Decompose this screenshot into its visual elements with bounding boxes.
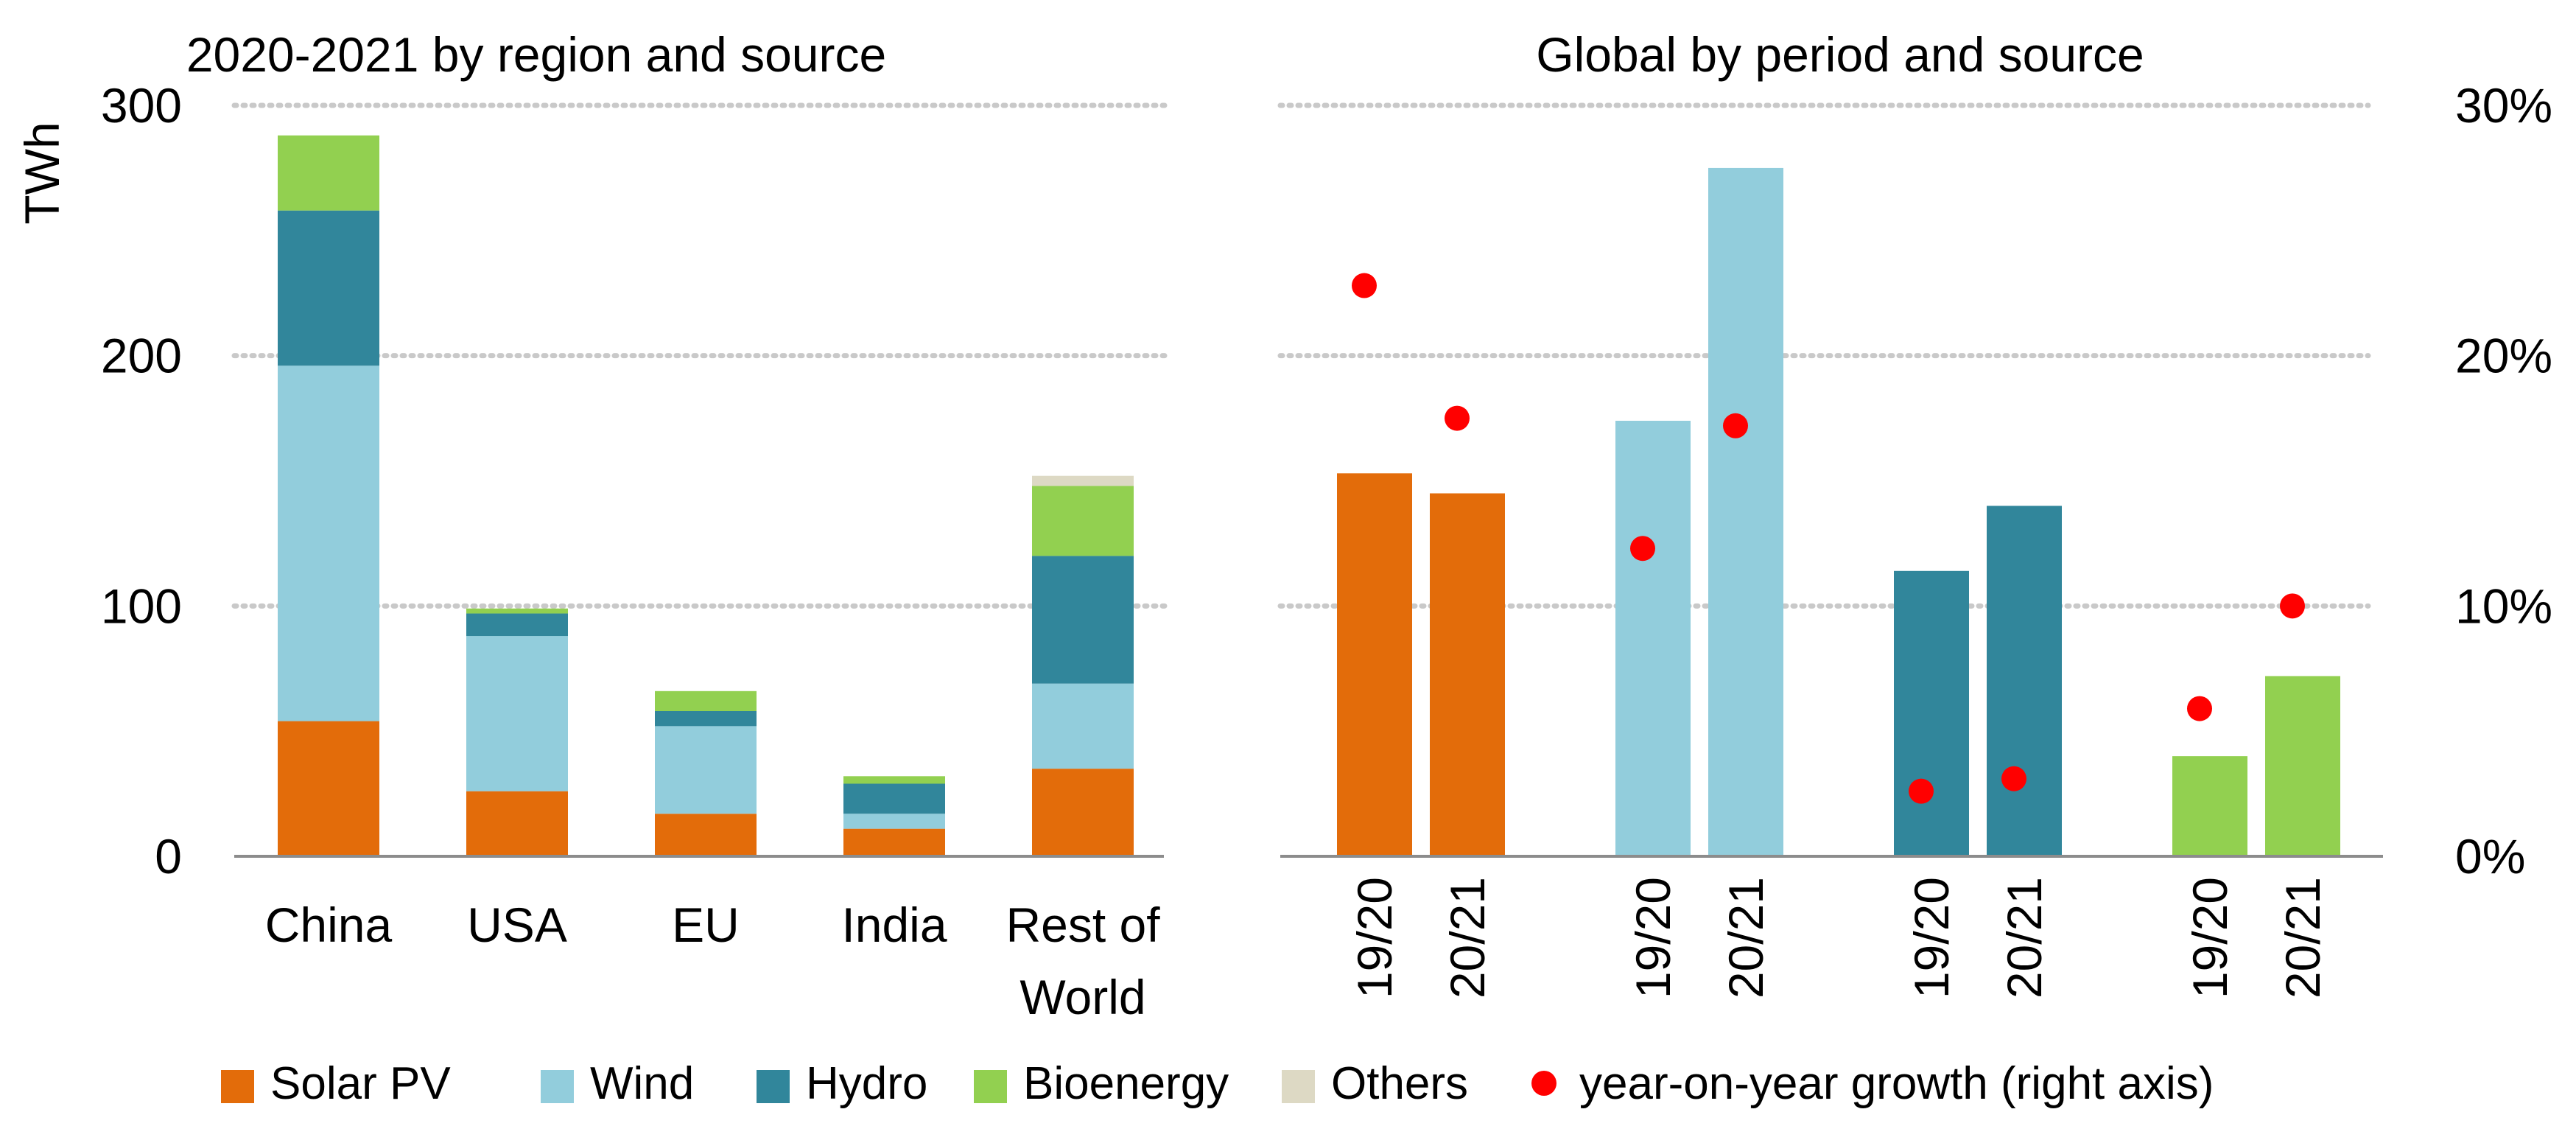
- category-label: India: [841, 898, 947, 952]
- period-label: 19/20: [1626, 877, 1680, 999]
- legend-label: Others: [1331, 1058, 1468, 1109]
- left-y-tick: 200: [101, 329, 182, 383]
- legend-swatch-others: [1282, 1070, 1315, 1103]
- bar-bioenergy-20-21: [2265, 676, 2340, 856]
- category-label: World: [1019, 970, 1145, 1024]
- bar-wind-20-21: [1708, 167, 1783, 856]
- legend-label: Hydro: [806, 1058, 927, 1109]
- bar-bioenergy-19-20: [2172, 756, 2247, 856]
- bar-india-wind: [843, 814, 945, 829]
- growth-point-wind-20-21: [1723, 413, 1748, 438]
- bar-china-solar-pv: [278, 721, 379, 856]
- period-label: 20/21: [1719, 877, 1773, 999]
- legend-swatch-solar-pv: [221, 1070, 254, 1103]
- bar-wind-19-20: [1615, 420, 1691, 856]
- legend-label: Wind: [590, 1058, 694, 1109]
- period-label: 20/21: [1997, 877, 2052, 999]
- left-y-tick: 0: [155, 829, 182, 884]
- period-label: 19/20: [1347, 877, 1402, 999]
- y2-tick: 10%: [2455, 578, 2552, 633]
- left-stacked-bars: [278, 135, 1134, 856]
- growth-point-solar-pv-20-21: [1445, 405, 1470, 431]
- y2-tick: 30%: [2455, 78, 2552, 133]
- growth-point-bioenergy-19-20: [2187, 696, 2212, 721]
- period-label: 19/20: [2183, 877, 2237, 999]
- category-label: USA: [467, 898, 567, 952]
- legend-marker-growth: [1531, 1071, 1557, 1096]
- bar-india-hydro: [843, 783, 945, 814]
- region-source-chart: 2020-2021 by region and source TWh 0 100 2…: [15, 27, 1174, 1024]
- category-label: EU: [672, 898, 740, 952]
- category-label: Rest of: [1006, 898, 1160, 952]
- bar-china-wind: [278, 366, 379, 721]
- bar-rest-of-world-wind: [1032, 683, 1134, 769]
- category-label: China: [265, 898, 393, 952]
- legend-label: Bioenergy: [1023, 1058, 1229, 1109]
- bar-hydro-20-21: [1987, 506, 2062, 856]
- right-y2-tick-labels: 0% 10% 20% 30%: [2455, 78, 2552, 884]
- bar-eu-hydro: [655, 710, 757, 727]
- bar-usa-solar-pv: [466, 791, 568, 856]
- left-y-tick-labels: 0 100 200 300: [101, 78, 182, 884]
- bar-china-hydro: [278, 210, 379, 366]
- y2-tick: 20%: [2455, 329, 2552, 383]
- bar-india-solar-pv: [843, 828, 945, 856]
- legend-swatch-hydro: [757, 1070, 790, 1103]
- legend: Solar PV Wind Hydro Bioenergy Others year-on-…: [221, 1058, 2214, 1109]
- bar-hydro-19-20: [1894, 570, 1969, 856]
- growth-point-solar-pv-19-20: [1352, 273, 1377, 298]
- legend-swatch-bioenergy: [974, 1070, 1007, 1103]
- growth-point-bioenergy-20-21: [2280, 593, 2305, 619]
- left-y-axis-label: TWh: [15, 122, 69, 224]
- period-source-chart: Global by period and source 0%10%20%30% …: [1277, 27, 2552, 999]
- left-category-labels: China USA EU India Rest of World: [265, 898, 1160, 1024]
- bar-rest-of-world-bioenergy: [1032, 486, 1134, 556]
- bar-rest-of-world-solar-pv: [1032, 769, 1134, 856]
- bar-usa-bioenergy: [466, 608, 568, 614]
- bar-eu-wind: [655, 726, 757, 814]
- growth-point-hydro-20-21: [2001, 766, 2026, 791]
- period-label: 20/21: [2275, 877, 2330, 999]
- bar-rest-of-world-others: [1032, 475, 1134, 486]
- bar-solar-pv-19-20: [1337, 473, 1412, 856]
- legend-label: year-on-year growth (right axis): [1579, 1058, 2214, 1109]
- period-labels: 19/20 20/21 19/20 20/21 19/20 20/21 19/20 20/21: [1347, 877, 2330, 999]
- left-y-tick: 300: [101, 78, 182, 133]
- period-label: 20/21: [1440, 877, 1495, 999]
- legend-label: Solar PV: [270, 1058, 451, 1109]
- right-chart-title: Global by period and source: [1536, 27, 2144, 82]
- bar-rest-of-world-hydro: [1032, 556, 1134, 684]
- growth-point-wind-19-20: [1630, 536, 1655, 562]
- left-chart-title: 2020-2021 by region and source: [186, 27, 886, 82]
- left-y-tick: 100: [101, 578, 182, 633]
- bar-usa-wind: [466, 636, 568, 791]
- bar-eu-bioenergy: [655, 690, 757, 711]
- right-period-bars: [1337, 167, 2340, 856]
- bar-solar-pv-20-21: [1430, 493, 1505, 856]
- bar-india-bioenergy: [843, 776, 945, 784]
- left-gridlines: [231, 102, 1174, 609]
- bar-eu-solar-pv: [655, 814, 757, 856]
- bar-usa-hydro: [466, 613, 568, 637]
- y2-tick: 0%: [2455, 829, 2525, 884]
- legend-swatch-wind: [541, 1070, 574, 1103]
- bar-china-bioenergy: [278, 135, 379, 211]
- period-label: 19/20: [1904, 877, 1959, 999]
- growth-point-hydro-19-20: [1909, 778, 1934, 804]
- growth-markers: [1352, 273, 2305, 804]
